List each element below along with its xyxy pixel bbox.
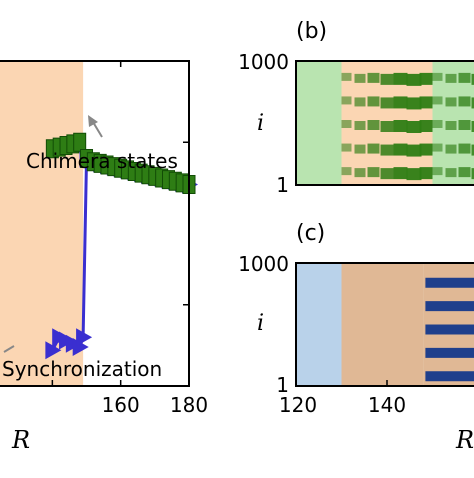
- panel-b-stripe-1-0-0: [342, 73, 352, 81]
- panel-b-stripe-1-4-5: [407, 168, 422, 180]
- panel-b-stripe-2-4-0: [433, 167, 443, 175]
- panel-a-x-tick-label-1: 180: [170, 393, 208, 417]
- panel-a-x-axis-label: R: [11, 426, 30, 454]
- panel-b-stripe-1-1-3: [381, 97, 394, 108]
- panel-c-x-tick-label-0: 120: [279, 393, 317, 417]
- panel-b-stripe-2-2-0: [433, 120, 443, 128]
- panel-c-y-tick-top: 1000: [238, 252, 289, 276]
- panel-b-stripe-1-1-2: [368, 96, 380, 106]
- panel-b-stripe-1-1-5: [407, 97, 422, 109]
- panel-b-stripe-1-4-1: [355, 168, 366, 177]
- panel-b-stripe-1-0-3: [381, 74, 394, 85]
- panel-b-stripe-1-3-0: [342, 144, 352, 152]
- panel-b-stripe-2-3-1: [446, 145, 457, 154]
- chimera-label: Chimera states: [26, 149, 178, 173]
- panel-c-region-0: [296, 263, 342, 386]
- panel-b-stripe-1-2-5: [407, 121, 422, 133]
- panel-b-stripe-1-3-1: [355, 145, 366, 154]
- panel-b-stripe-2-0-1: [446, 74, 457, 83]
- panel-b-stripe-1-4-6: [420, 167, 433, 179]
- panel-b-stripe-2-3-2: [459, 144, 471, 154]
- panel-b-stripe-1-3-2: [368, 144, 380, 154]
- panel-c-y-axis-label: i: [257, 311, 264, 336]
- panel-c-stripe-2-4: [425, 371, 474, 381]
- panel-b: (b) 1000 1 i: [238, 19, 474, 197]
- panel-b-stripe-1-2-6: [420, 120, 433, 132]
- panel-c-stripe-2-2: [425, 325, 474, 335]
- panel-b-stripe-1-2-1: [355, 121, 366, 130]
- panel-b-stripe-2-1-2: [459, 96, 471, 106]
- panel-b-stripe-1-4-4: [394, 167, 408, 179]
- panel-b-stripe-1-0-2: [368, 73, 380, 83]
- panel-b-y-axis-label: i: [257, 111, 264, 136]
- panel-b-stripe-1-1-6: [420, 96, 433, 108]
- panel-b-stripe-2-2-2: [459, 120, 471, 130]
- panel-b-y-tick-bottom: 1: [276, 173, 289, 197]
- panel-b-stripe-1-3-4: [394, 144, 408, 156]
- panel-c-heatmap: [296, 263, 474, 386]
- panel-b-stripe-1-2-4: [394, 120, 408, 132]
- panel-b-heatmap: [296, 61, 474, 185]
- panel-b-stripe-2-4-1: [446, 168, 457, 177]
- panel-b-stripe-1-2-0: [342, 120, 352, 128]
- panel-b-stripe-2-1-1: [446, 97, 457, 106]
- panel-b-label: (b): [296, 19, 327, 44]
- panel-b-stripe-1-3-3: [381, 145, 394, 156]
- sync-label: Synchronization: [2, 357, 162, 381]
- panel-a: 160 180 Chimera states Synchronization R: [0, 61, 208, 454]
- panel-b-stripe-1-1-4: [394, 96, 408, 108]
- panel-b-stripe-2-0-2: [459, 73, 471, 83]
- panel-c-stripe-2-0: [425, 278, 474, 288]
- panel-b-stripe-1-2-2: [368, 120, 380, 130]
- panel-b-stripe-2-3-0: [433, 144, 443, 152]
- panel-a-x-tick-label-0: 160: [102, 393, 140, 417]
- panel-c-label: (c): [296, 221, 325, 246]
- panel-b-stripe-2-1-0: [433, 96, 443, 104]
- panel-b-stripe-2-0-0: [433, 73, 443, 81]
- panel-b-stripe-1-0-6: [420, 73, 433, 85]
- panel-c-stripe-2-3: [425, 348, 474, 358]
- panel-b-stripe-2-2-1: [446, 121, 457, 130]
- chimera-arrow: [93, 122, 102, 137]
- panel-b-stripe-1-1-0: [342, 96, 352, 104]
- panel-b-stripe-1-4-0: [342, 167, 352, 175]
- panel-b-stripe-1-1-1: [355, 97, 366, 106]
- panel-b-stripe-1-0-4: [394, 73, 408, 85]
- panel-b-stripe-1-2-3: [381, 121, 394, 132]
- panel-c-x-tick-label-1: 140: [368, 393, 406, 417]
- panel-b-stripe-2-4-2: [459, 167, 471, 177]
- panel-b-y-tick-top: 1000: [238, 50, 289, 74]
- panel-b-stripe-1-0-1: [355, 74, 366, 83]
- chimera-arrowhead: [88, 115, 98, 127]
- panel-b-stripe-1-4-2: [368, 167, 380, 177]
- panel-c-stripe-2-1: [425, 301, 474, 311]
- panel-b-stripe-1-0-5: [407, 74, 422, 86]
- panel-c-x-axis-label: R: [455, 426, 474, 454]
- panel-a-shaded-region: [0, 61, 83, 386]
- panel-b-stripe-1-4-3: [381, 168, 394, 179]
- panel-b-stripe-1-3-5: [407, 145, 422, 157]
- panel-b-region-0: [296, 61, 342, 185]
- panel-b-stripe-1-3-6: [420, 144, 433, 156]
- panel-c-region-1: [342, 263, 424, 386]
